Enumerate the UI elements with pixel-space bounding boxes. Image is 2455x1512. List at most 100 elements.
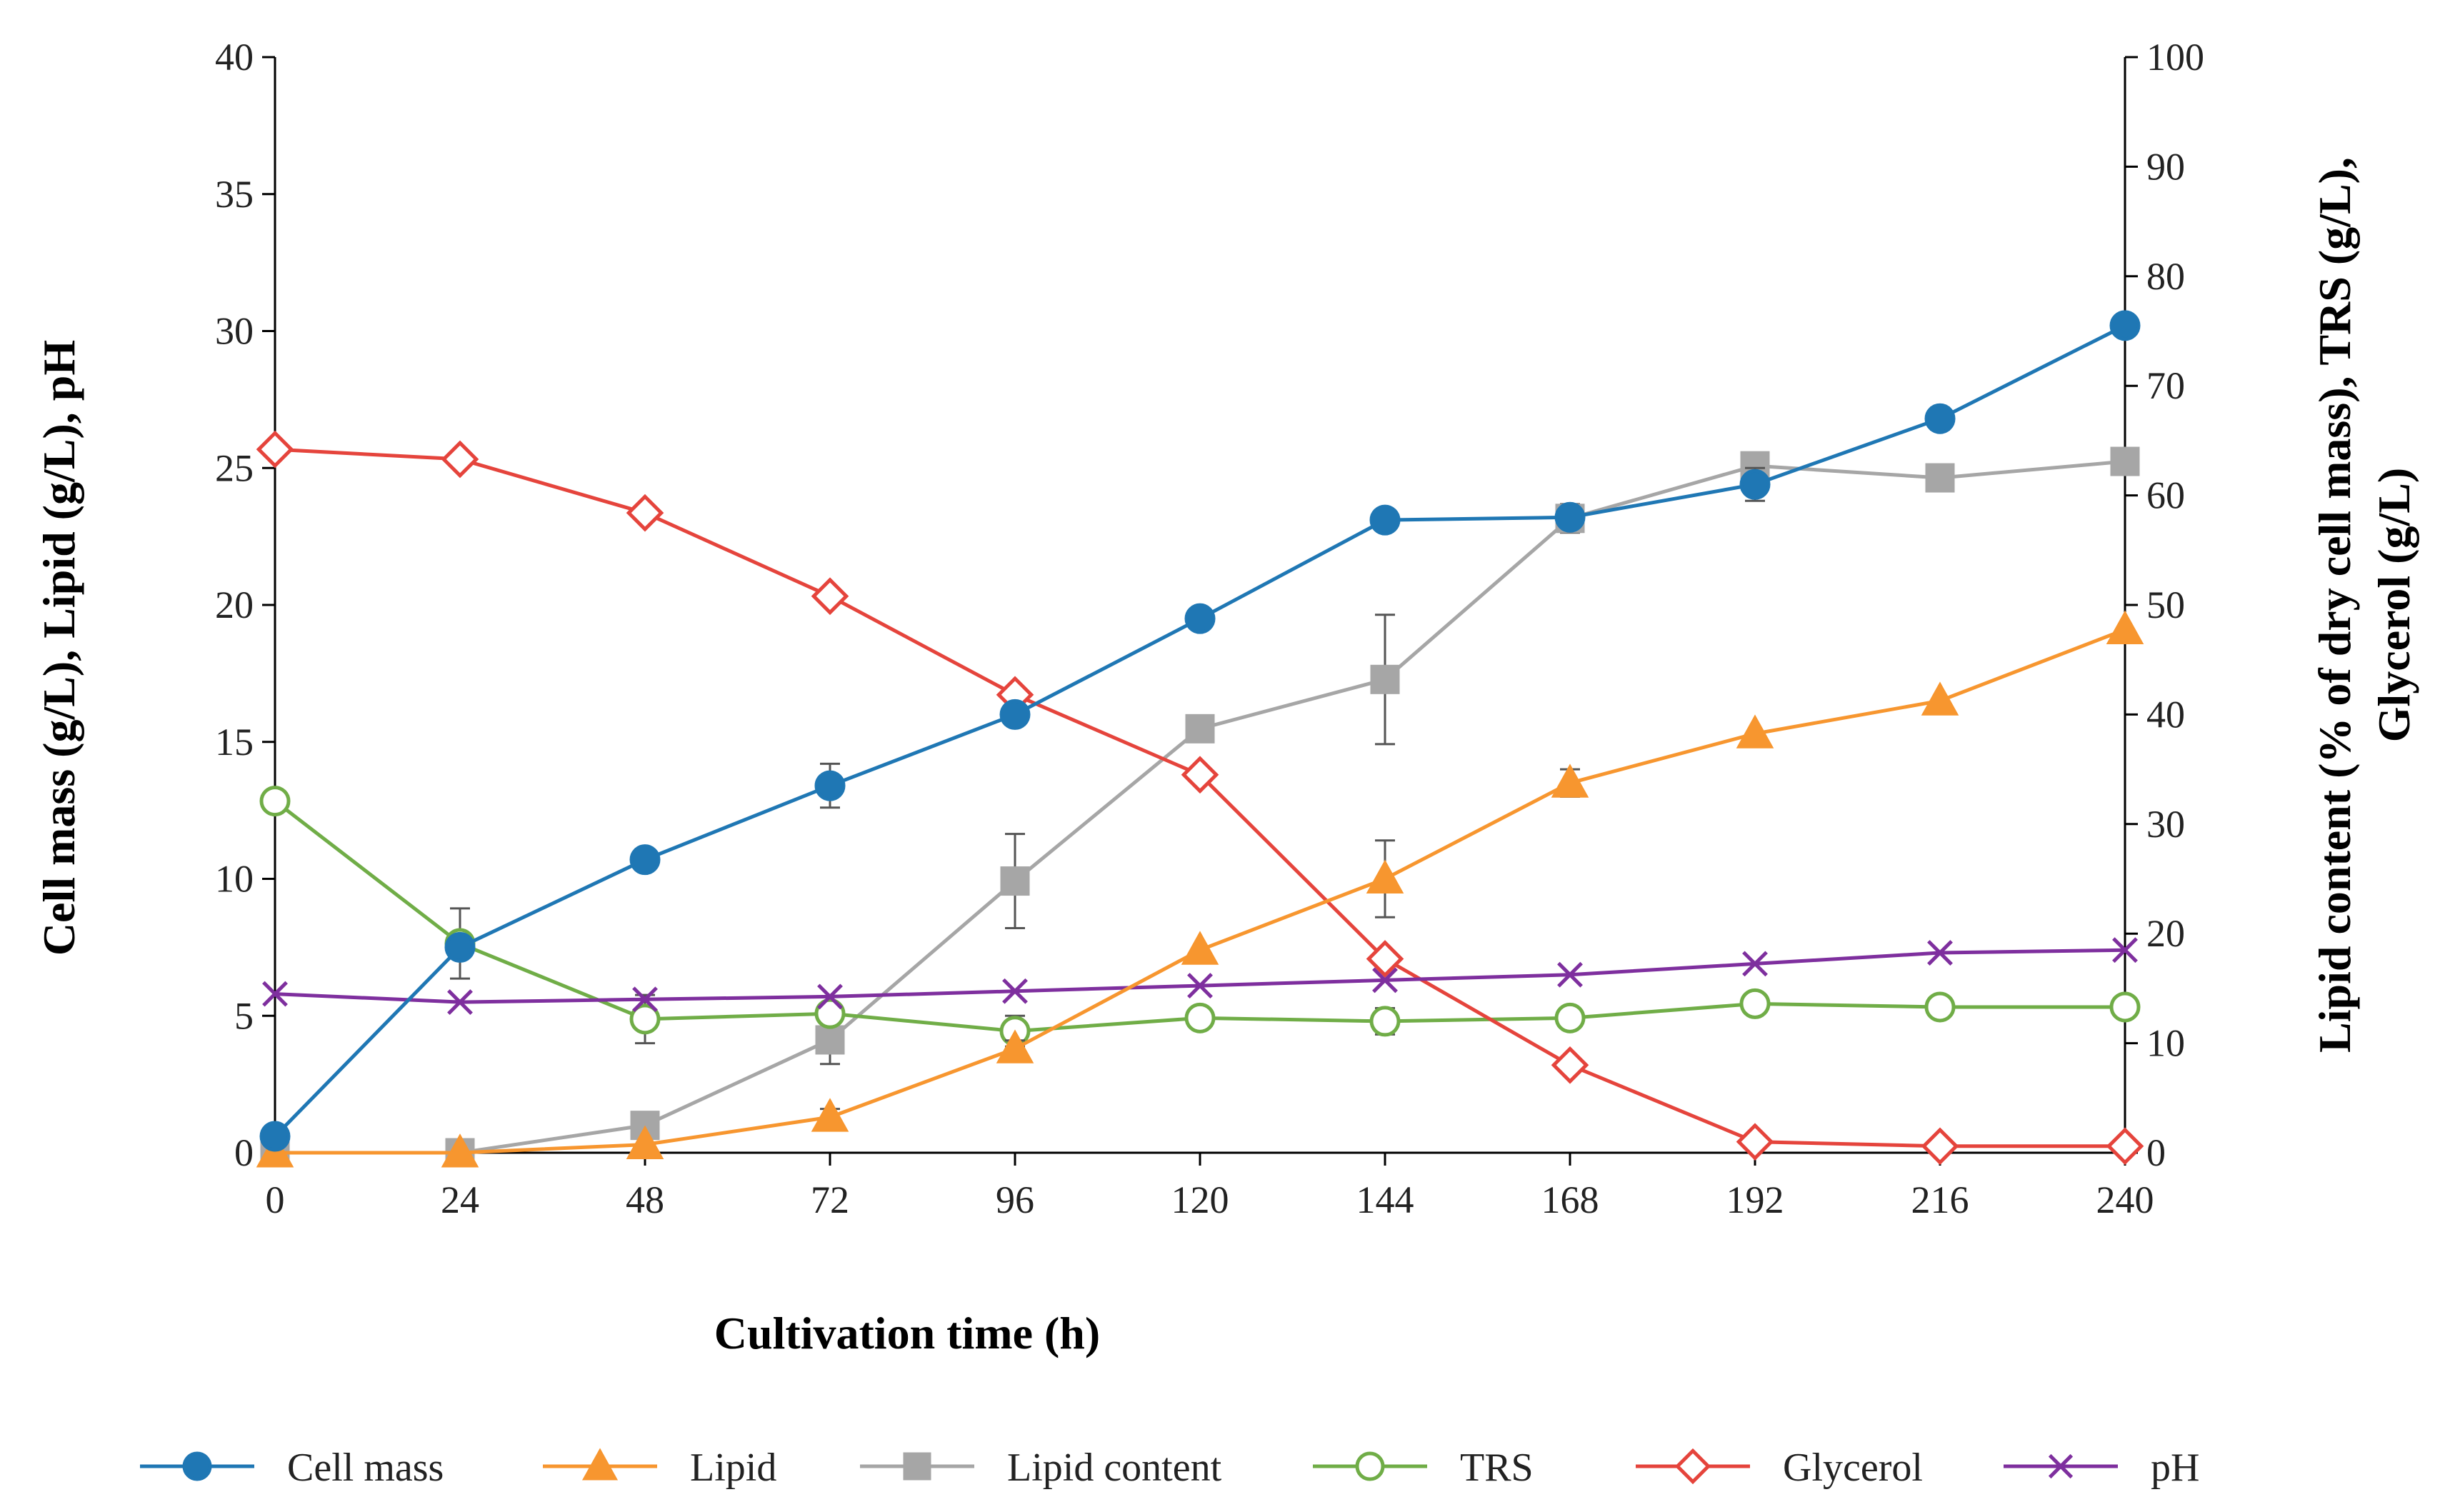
right-tick-label: 20 — [2146, 912, 2185, 955]
legend-label-trs: TRS — [1460, 1446, 1534, 1490]
lipid-point — [1366, 859, 1404, 893]
legend-item-glycerol: Glycerol — [1636, 1446, 1923, 1490]
lipid-line — [275, 628, 2126, 1155]
legend-marker-lipid — [581, 1448, 619, 1481]
lipid-content-point — [1370, 664, 1400, 694]
x-tick-label: 144 — [1356, 1178, 1414, 1221]
right-tick-label: 100 — [2146, 36, 2204, 79]
ph-point — [1187, 973, 1213, 998]
legend-label-lipid: Lipid — [690, 1446, 776, 1490]
lipid-point — [1551, 763, 1589, 798]
cell-mass-point — [1369, 504, 1401, 536]
left-tick-label: 0 — [234, 1131, 254, 1174]
cell-mass-point — [2109, 310, 2141, 341]
legend-label-glycerol: Glycerol — [1783, 1446, 1923, 1490]
left-tick-label: 40 — [215, 36, 254, 79]
glycerol-point — [2106, 1127, 2144, 1166]
legend-marker-glycerol — [1674, 1448, 1711, 1485]
x-tick-label: 48 — [626, 1178, 664, 1221]
trs-point — [1369, 1006, 1401, 1037]
right-y-axis-title-line1: Lipid content (% of dry cell mass), TRS … — [2309, 157, 2360, 1053]
right-tick-label: 70 — [2146, 364, 2185, 407]
x-tick-label: 192 — [1726, 1178, 1784, 1221]
ph-point — [1557, 961, 1583, 988]
legend-label-cell-mass: Cell mass — [287, 1446, 444, 1490]
x-tick-label: 168 — [1541, 1178, 1599, 1221]
trs-line — [274, 799, 2125, 1033]
trs-point — [814, 998, 846, 1029]
cell-mass-point — [259, 1121, 291, 1152]
legend-label-ph: pH — [2151, 1446, 2199, 1490]
lipid-point — [811, 1098, 849, 1132]
lipid-content-line — [275, 459, 2126, 1155]
ph-point — [262, 981, 288, 1007]
lipid-point — [2106, 610, 2144, 645]
legend-marker-cell-mass — [182, 1451, 212, 1481]
glycerol-point — [626, 494, 664, 532]
cell-mass-point — [999, 699, 1031, 730]
cell-mass-point — [629, 844, 661, 876]
glycerol-line — [274, 447, 2125, 1148]
cell-mass-point — [1739, 469, 1771, 500]
right-tick-label: 50 — [2146, 584, 2185, 626]
right-tick-label: 60 — [2146, 474, 2185, 517]
trs-point — [2109, 991, 2141, 1023]
glycerol-point — [1181, 756, 1219, 794]
left-tick-label: 25 — [215, 446, 254, 489]
lipid-point — [626, 1125, 664, 1159]
lipid-point — [1181, 931, 1219, 965]
cell-mass-point — [814, 770, 846, 801]
lipid-point — [441, 1133, 479, 1168]
glycerol-point — [1551, 1046, 1589, 1084]
legend-label-lipid-content: Lipid content — [1007, 1446, 1222, 1490]
cell-mass-point — [1554, 501, 1586, 533]
left-tick-label: 30 — [215, 310, 254, 353]
glycerol-point — [256, 430, 294, 469]
x-tick-label: 96 — [996, 1178, 1034, 1221]
glycerol-point — [1921, 1127, 1959, 1166]
left-tick-label: 35 — [215, 173, 254, 216]
legend: Cell mass Lipid Lipid content TRS Glycerol pH — [140, 1446, 2199, 1490]
trs-point — [1739, 988, 1771, 1019]
series-lipid — [256, 610, 2144, 1168]
cell-mass-point — [1924, 403, 1956, 434]
trs-point — [1184, 1002, 1216, 1033]
ph-point — [632, 986, 658, 1013]
left-tick-label: 5 — [234, 994, 254, 1037]
legend-item-cell-mass: Cell mass — [140, 1446, 444, 1490]
series-glycerol — [256, 430, 2144, 1166]
x-tick-label: 120 — [1171, 1178, 1229, 1221]
lipid-point — [996, 1029, 1034, 1063]
legend-item-ph: pH — [2004, 1446, 2199, 1490]
lipid-point — [1736, 714, 1774, 749]
ph-point — [447, 989, 473, 1015]
legend-item-lipid-content: Lipid content — [860, 1446, 1222, 1490]
series-trs — [259, 786, 2141, 1048]
series-lipid-content — [260, 446, 2140, 1168]
trs-point — [629, 1003, 661, 1035]
lipid-content-point — [2110, 446, 2140, 476]
left-tick-label: 10 — [215, 858, 254, 901]
x-tick-label: 216 — [1911, 1178, 1969, 1221]
trs-point — [259, 786, 291, 817]
ph-point — [817, 983, 843, 1010]
series — [256, 310, 2144, 1168]
left-y-axis-title: Cell mass (g/L), Lipid (g/L), pH — [34, 340, 84, 956]
series-ph — [262, 937, 2138, 1015]
x-tick-label: 240 — [2096, 1178, 2154, 1221]
ph-point — [1927, 940, 1953, 966]
right-tick-label: 10 — [2146, 1022, 2185, 1065]
cell-mass-point — [1184, 603, 1216, 634]
series-cell-mass — [259, 310, 2141, 1152]
cell-mass-point — [444, 931, 476, 963]
ph-point — [2112, 937, 2138, 963]
x-tick-label: 72 — [811, 1178, 849, 1221]
right-tick-label: 90 — [2146, 145, 2185, 188]
lipid-content-point — [1000, 866, 1030, 896]
glycerol-point — [441, 440, 479, 479]
lipid-content-point — [1185, 714, 1215, 744]
ph-point — [1002, 978, 1028, 1004]
lipid-content-point — [1925, 463, 1955, 493]
legend-marker-lipid-content — [903, 1452, 931, 1481]
